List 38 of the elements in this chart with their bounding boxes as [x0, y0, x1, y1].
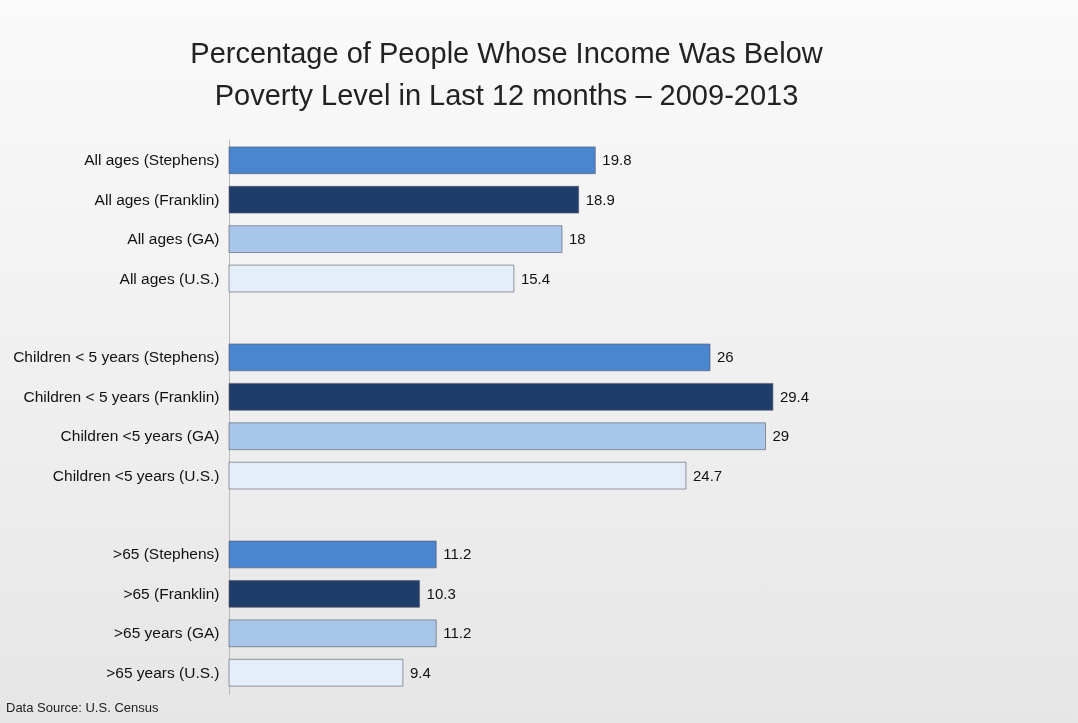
data-label: 11.2 [443, 545, 472, 563]
bar [228, 146, 596, 174]
source-note: Data Source: U.S. Census [6, 700, 159, 715]
y-tick-label: All ages (U.S.) [119, 269, 220, 287]
data-label: 18.9 [585, 190, 615, 208]
data-label: 11.2 [443, 624, 472, 642]
y-tick-label: >65 (Franklin) [123, 584, 220, 602]
bar [228, 225, 563, 253]
y-tick-label: Children <5 years (U.S.) [52, 466, 220, 484]
data-label: 26 [717, 348, 734, 366]
bar [228, 264, 515, 293]
bar [228, 383, 774, 411]
y-tick-label: All ages (Stephens) [84, 151, 220, 169]
data-label: 9.4 [409, 663, 431, 681]
bar [228, 422, 766, 450]
bar [228, 580, 420, 608]
data-label: 29.4 [779, 387, 810, 405]
data-label: 29 [772, 427, 790, 445]
y-tick-label: >65 years (GA) [113, 624, 220, 642]
y-tick-label: Children < 5 years (Stephens) [13, 348, 220, 366]
data-label: 15.4 [520, 269, 551, 287]
bar [228, 186, 579, 214]
data-label: 19.8 [602, 151, 632, 169]
bar [228, 659, 404, 687]
bar [228, 540, 437, 569]
bar [228, 461, 687, 490]
data-label: 10.3 [426, 584, 456, 602]
y-tick-label: >65 years (U.S.) [106, 663, 220, 681]
y-tick-label: All ages (Franklin) [94, 190, 220, 208]
y-tick-label: >65 (Stephens) [113, 545, 220, 563]
bar [228, 619, 437, 647]
y-tick-label: Children < 5 years (Franklin) [23, 387, 220, 405]
data-label: 24.7 [692, 466, 723, 484]
data-label: 18 [569, 230, 586, 248]
chart-title: Percentage of People Whose Income Was Below Poverty Level in Last 12 months – 2009-2013 [190, 37, 824, 111]
y-tick-label: Children <5 years (GA) [60, 427, 220, 445]
bar [228, 343, 711, 372]
y-tick-label: All ages (GA) [127, 230, 220, 248]
